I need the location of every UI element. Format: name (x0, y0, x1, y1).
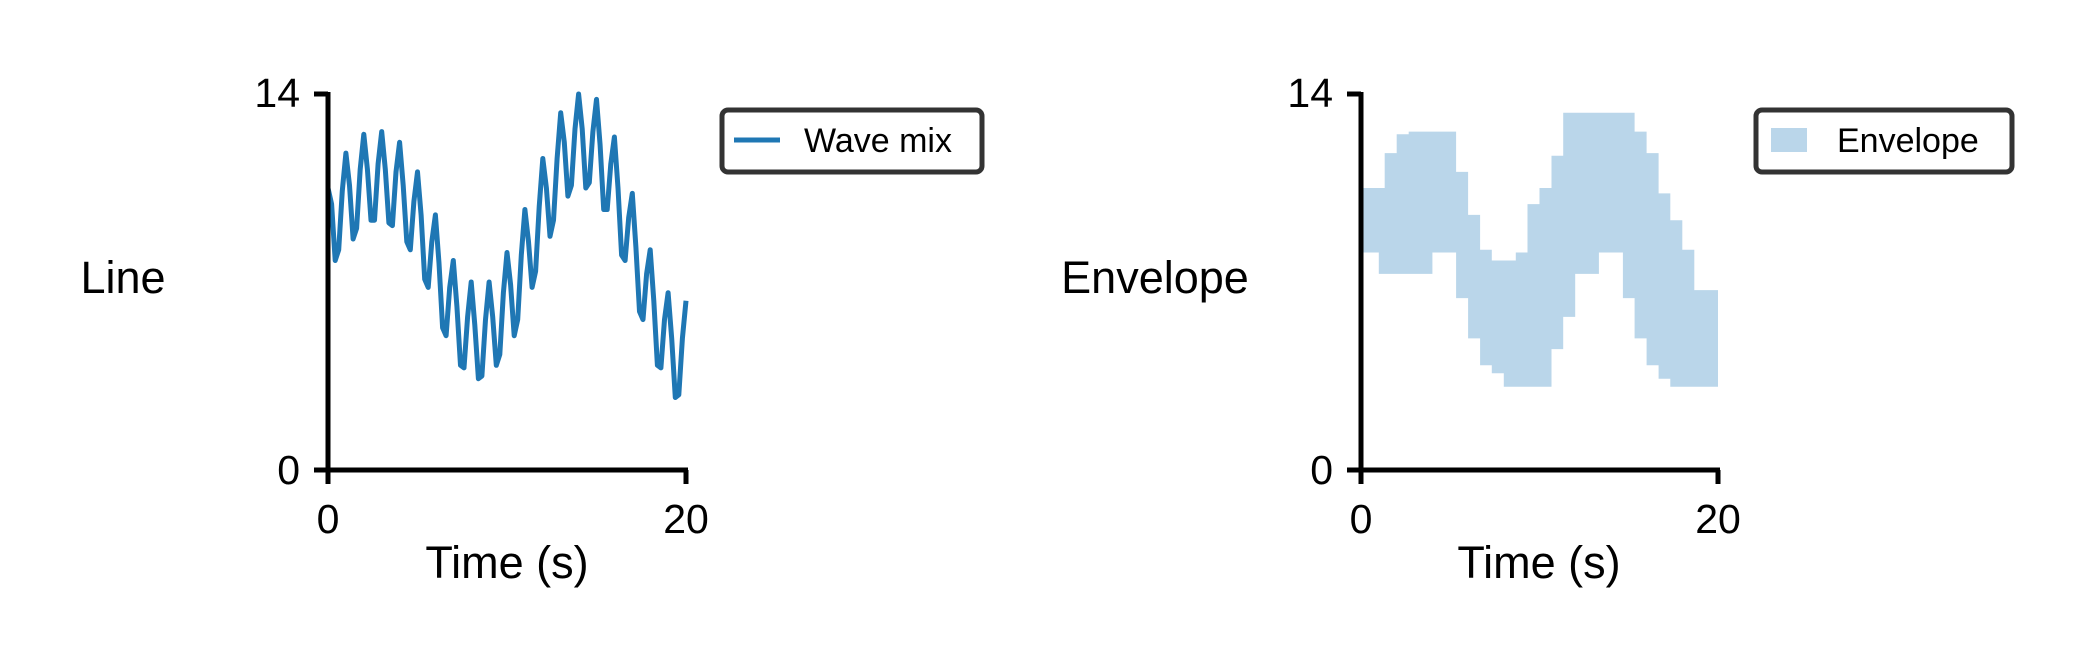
line-legend-label: Wave mix (804, 122, 952, 160)
line-legend: Wave mix (719, 107, 985, 175)
line-x-tick-label-min: 0 (317, 496, 340, 542)
line-legend-box (719, 107, 985, 175)
envelope-x-tick-label-min: 0 (1350, 496, 1373, 542)
line-panel: Line 14 0 0 20 Time (s) Wave mix (80, 70, 985, 588)
line-plot-area (325, 91, 689, 400)
envelope-x-axis-title: Time (s) (1457, 537, 1620, 588)
envelope-legend-label: Envelope (1837, 122, 1979, 160)
envelope-y-tick-label-min: 0 (1310, 447, 1333, 493)
envelope-y-tick-label-max: 14 (1287, 70, 1333, 116)
envelope-area (1361, 112, 1718, 387)
row-label-envelope: Envelope (1061, 252, 1249, 303)
wave-mix-line (325, 91, 689, 400)
envelope-legend-box (1753, 107, 2015, 175)
row-label-line: Line (80, 252, 165, 303)
line-y-tick-label-max: 14 (254, 70, 300, 116)
envelope-plot-area (1361, 112, 1718, 387)
line-y-tick-label-min: 0 (277, 447, 300, 493)
envelope-legend: Envelope (1753, 107, 2015, 175)
envelope-panel: Envelope 14 0 0 20 Time (s) Envelope (1061, 70, 2015, 588)
line-x-axis-title: Time (s) (425, 537, 588, 588)
envelope-legend-swatch (1771, 128, 1807, 152)
envelope-x-tick-label-max: 20 (1695, 496, 1741, 542)
line-x-tick-label-max: 20 (663, 496, 709, 542)
